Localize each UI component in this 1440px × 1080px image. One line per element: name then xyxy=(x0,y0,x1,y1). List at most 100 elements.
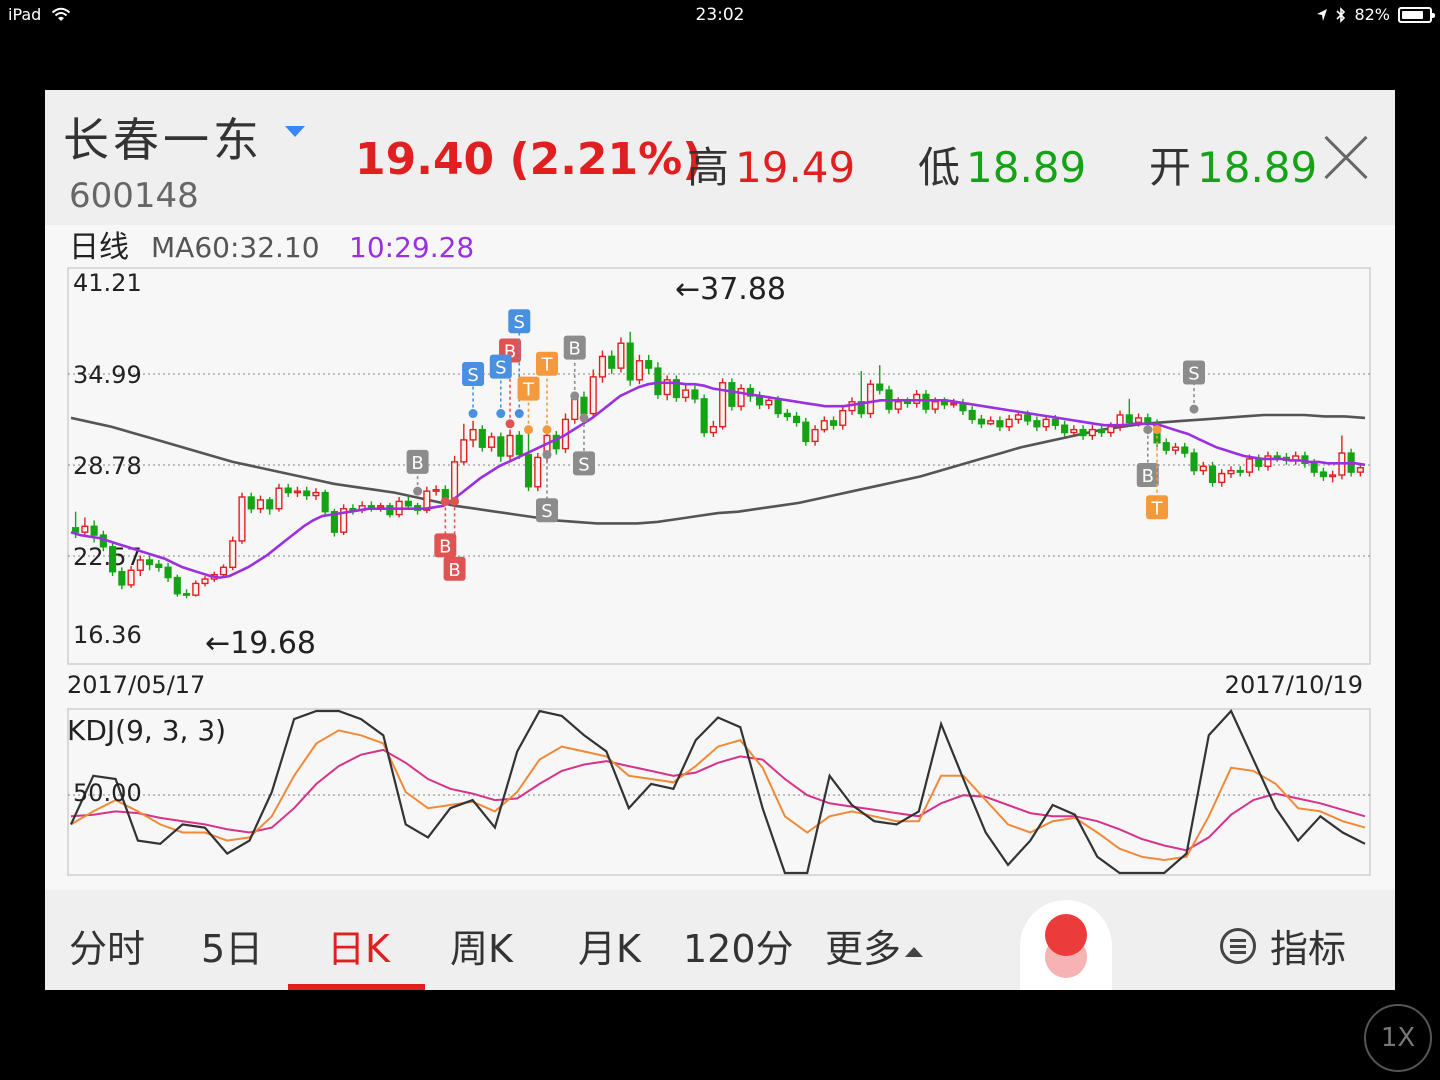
candle-body xyxy=(451,461,459,500)
candle-body xyxy=(857,401,865,415)
candle-body xyxy=(1088,428,1096,437)
candle-body xyxy=(201,578,209,585)
tab-monthly-k[interactable]: 月K xyxy=(578,927,641,971)
candle-body xyxy=(894,401,902,410)
candle-body xyxy=(497,436,505,457)
candle-body xyxy=(506,434,514,457)
marker-letter: B xyxy=(1142,466,1154,487)
record-button[interactable] xyxy=(1020,900,1112,990)
candle-body xyxy=(598,355,607,378)
candle-body xyxy=(515,434,523,456)
candle-body xyxy=(1199,465,1207,472)
dropdown-icon[interactable] xyxy=(285,126,305,137)
max-price-label: ←37.88 xyxy=(675,272,786,307)
stock-chart-panel: 长春一东 600148 19.40 (2.21%) 高 19.49 低 18.89 … xyxy=(45,90,1395,990)
candle-body xyxy=(719,382,727,428)
candle-body xyxy=(996,420,1004,428)
marker-dot xyxy=(542,425,552,435)
battery-percent: 82% xyxy=(1354,5,1390,24)
marker-letter: T xyxy=(541,355,554,376)
marker-letter: S xyxy=(541,501,552,522)
candle-body xyxy=(1024,414,1032,422)
tab-5day[interactable]: 5日 xyxy=(201,927,264,971)
active-tab-indicator xyxy=(288,984,425,990)
price-chart-frame xyxy=(67,267,1371,665)
tab-120min[interactable]: 120分 xyxy=(683,927,794,971)
candle-body xyxy=(617,342,625,369)
candle-body xyxy=(1356,467,1364,473)
marker-badge xyxy=(572,451,595,476)
candle-body xyxy=(931,401,939,410)
marker-letter: B xyxy=(569,339,581,360)
candle-body xyxy=(164,566,172,579)
candle-body xyxy=(783,412,791,418)
marker-dot xyxy=(570,391,580,401)
candle-body xyxy=(136,559,144,571)
candle-body xyxy=(1208,465,1217,484)
candle-body xyxy=(238,496,246,542)
tab-intraday[interactable]: 分时 xyxy=(69,927,146,971)
marker-dot xyxy=(579,413,589,423)
tab-more[interactable]: 更多 xyxy=(825,918,924,973)
candle-body xyxy=(1218,472,1226,484)
candle-body xyxy=(1310,462,1318,473)
candle-body xyxy=(275,487,283,510)
candle-body xyxy=(487,436,496,448)
candle-body xyxy=(645,360,653,369)
marker-badge xyxy=(563,335,586,360)
marker-badge xyxy=(462,361,485,386)
candle-body xyxy=(321,491,329,513)
candle-body xyxy=(1014,414,1022,421)
candle-body xyxy=(1051,418,1059,426)
candle-body xyxy=(746,387,754,397)
candle-body xyxy=(1134,417,1143,424)
playback-speed-button[interactable]: 1X xyxy=(1364,1004,1432,1072)
tab-daily-k[interactable]: 日K xyxy=(327,927,390,971)
candle-body xyxy=(839,409,847,426)
candle-body xyxy=(672,379,680,399)
candle-body xyxy=(1245,458,1254,473)
candle-body xyxy=(608,355,616,369)
stock-name[interactable]: 长春一东 xyxy=(63,113,263,167)
marker-dot xyxy=(468,409,478,419)
marker-dot xyxy=(524,425,534,435)
kdj-lines xyxy=(70,709,1366,875)
candle-body xyxy=(709,425,717,434)
candle-body xyxy=(1329,474,1337,478)
candle-body xyxy=(312,491,320,497)
candle-body xyxy=(987,420,995,425)
marker-badge xyxy=(434,533,457,558)
candle-body xyxy=(811,428,819,443)
period-label: 日线 xyxy=(69,230,129,265)
marker-dot xyxy=(542,450,552,460)
candle-body xyxy=(1005,418,1013,428)
candle-body xyxy=(765,399,773,406)
candle-body xyxy=(118,571,126,586)
candle-body xyxy=(728,382,736,407)
candle-body xyxy=(922,393,930,410)
open-label: 开 xyxy=(1149,143,1192,192)
chart-area[interactable]: 日线 MA60:32.10 10:29.28 41.2134.9928.7822… xyxy=(45,225,1395,890)
min-price-label: ←19.68 xyxy=(205,626,316,661)
candle-body xyxy=(432,488,440,492)
candle-body xyxy=(737,387,745,407)
candle-body xyxy=(109,546,117,573)
candle-body xyxy=(72,527,80,533)
candle-body xyxy=(1255,458,1263,467)
candle-body xyxy=(460,439,468,463)
price-tick-label: 41.21 xyxy=(73,269,142,297)
candle-body xyxy=(571,396,579,421)
marker-badge xyxy=(508,309,531,334)
marker-dot xyxy=(1189,404,1199,414)
indicator-button[interactable]: 指标 xyxy=(1220,918,1346,973)
ma-value-label: 10:29.28 xyxy=(349,231,474,264)
candle-body xyxy=(386,505,394,516)
candle-body xyxy=(404,500,412,507)
candle-body xyxy=(81,525,89,533)
close-icon[interactable] xyxy=(1321,134,1369,182)
marker-letter: B xyxy=(411,453,423,474)
marker-badge xyxy=(1136,463,1159,488)
price-tick-label: 16.36 xyxy=(73,621,142,649)
tab-weekly-k[interactable]: 周K xyxy=(450,927,513,971)
